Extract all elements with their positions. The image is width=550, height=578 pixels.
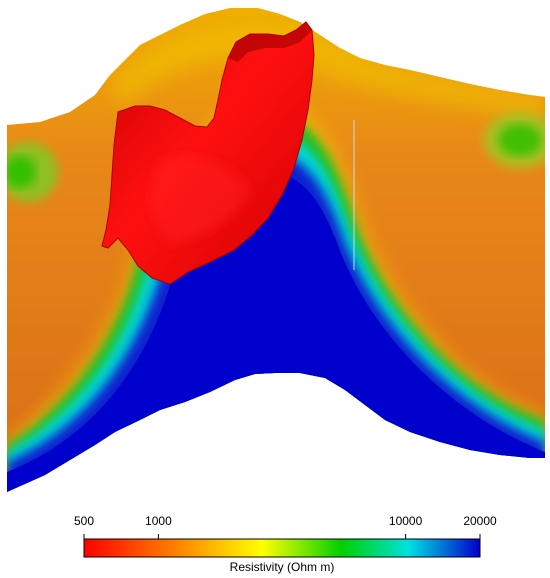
colorbar-tick-label-3: 20000 bbox=[463, 514, 497, 528]
colorbar: 500 1000 10000 20000 Resistivity (Ohm m) bbox=[74, 514, 497, 574]
colorbar-tick-label-0: 500 bbox=[74, 514, 94, 528]
colorbar-gradient bbox=[83, 538, 481, 558]
colorbar-title: Resistivity (Ohm m) bbox=[230, 560, 335, 574]
high-resistivity-body bbox=[101, 21, 315, 285]
colorbar-ticks: 500 1000 10000 20000 bbox=[74, 514, 497, 539]
colorbar-tick-label-1: 1000 bbox=[145, 514, 172, 528]
colorbar-tick-label-2: 10000 bbox=[389, 514, 423, 528]
